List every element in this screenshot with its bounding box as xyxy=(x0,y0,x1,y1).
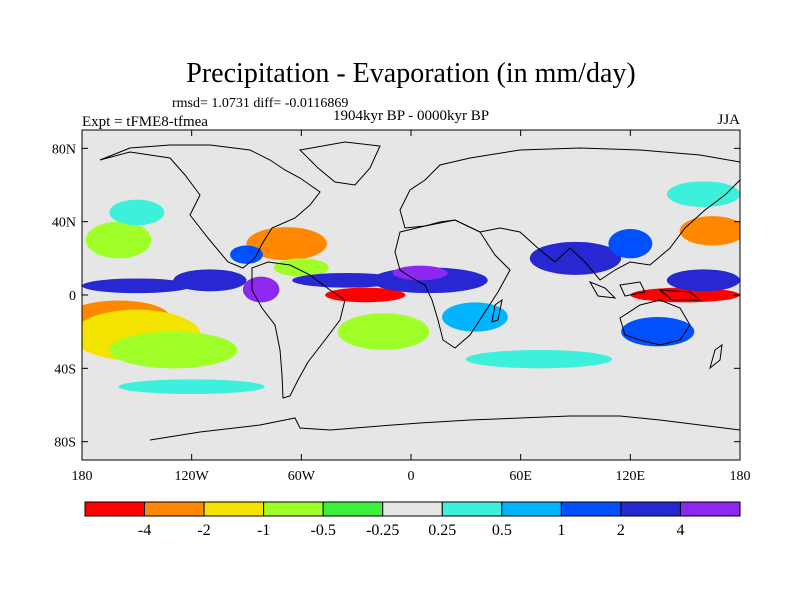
colorbar-swatch xyxy=(441,501,503,517)
anomaly-regions xyxy=(82,181,740,394)
colorbar-swatch xyxy=(203,501,265,517)
madagascar-coast xyxy=(491,298,503,323)
anomaly-region xyxy=(173,269,247,292)
anomaly-region xyxy=(325,287,406,303)
y-tick-label: 80S xyxy=(54,436,76,451)
colorbar-label: -4 xyxy=(138,522,151,539)
colorbar-swatch xyxy=(679,501,741,517)
colorbar-label: -1 xyxy=(257,522,270,539)
y-tick-label: 40N xyxy=(52,216,76,231)
colorbar-swatch xyxy=(84,501,146,517)
eurasia-coast xyxy=(399,147,740,281)
colorbar-label: 0.5 xyxy=(492,522,512,539)
x-tick-label: 180 xyxy=(730,469,751,484)
anomaly-region xyxy=(666,181,740,208)
anomaly-region xyxy=(442,302,508,332)
colorbar-label: -0.5 xyxy=(311,522,336,539)
south-america-coast xyxy=(251,261,346,399)
anomaly-region xyxy=(608,229,653,259)
colorbar-label: 1 xyxy=(557,522,565,539)
x-tick-label: 0 xyxy=(408,469,415,484)
anomaly-region xyxy=(85,221,152,259)
y-tick-label: 80N xyxy=(52,142,76,157)
anomaly-region xyxy=(465,350,613,369)
x-tick-label: 60E xyxy=(509,469,532,484)
x-tick-label: 60W xyxy=(288,469,316,484)
anomaly-region xyxy=(109,331,238,369)
anomaly-region xyxy=(273,258,329,277)
colorbar-swatch xyxy=(263,501,324,517)
maritime-continent-coast xyxy=(588,281,702,301)
antarctica-coast xyxy=(149,415,740,441)
anomaly-region xyxy=(82,278,192,294)
chart-subtitle: 1904kyr BP - 0000kyr BP xyxy=(333,108,489,124)
anomaly-region xyxy=(392,265,448,281)
anomaly-region xyxy=(118,379,265,394)
anomaly-region xyxy=(666,269,740,292)
colorbar-swatch xyxy=(322,501,384,517)
anomaly-region xyxy=(621,317,695,347)
colorbar: -4 -2 -1 -0.5 -0.25 0.25 0.5 1 2 4 xyxy=(84,501,741,539)
y-axis: 80N 40N 0 40S 80S xyxy=(52,142,740,451)
colorbar-swatch xyxy=(144,501,205,517)
anomaly-region xyxy=(679,216,740,246)
greenland-coast xyxy=(298,141,381,186)
colorbar-label: 2 xyxy=(617,522,625,539)
y-tick-label: 0 xyxy=(69,289,76,304)
colorbar-swatch xyxy=(501,501,562,517)
experiment-label: Expt = tFME8-tfmea xyxy=(82,114,208,130)
colorbar-swatch xyxy=(620,501,681,517)
north-america-coast xyxy=(99,144,321,269)
australia-coast xyxy=(619,299,691,346)
anomaly-region xyxy=(630,287,740,303)
coastlines xyxy=(99,141,740,441)
x-tick-label: 180 xyxy=(72,469,93,484)
anomaly-region xyxy=(337,313,430,350)
anomaly-region xyxy=(109,199,165,226)
colorbar-swatch xyxy=(560,501,622,517)
x-axis: 180 120W 60W 0 60E 120E 180 xyxy=(72,130,751,484)
anomaly-region xyxy=(529,241,622,275)
x-tick-label: 120E xyxy=(616,469,646,484)
stats-line: rmsd= 1.0731 diff= -0.0116869 xyxy=(172,96,348,111)
colorbar-label: 0.25 xyxy=(428,522,456,539)
anomaly-region xyxy=(230,245,263,264)
new-zealand-coast xyxy=(709,343,723,370)
y-tick-label: 40S xyxy=(54,362,76,377)
colorbar-label: 4 xyxy=(676,522,684,539)
chart-title: Precipitation - Evaporation (in mm/day) xyxy=(186,58,635,89)
colorbar-label: -0.25 xyxy=(366,522,399,539)
season-label: JJA xyxy=(717,112,740,128)
colorbar-swatch xyxy=(382,501,443,517)
colorbar-label: -2 xyxy=(197,522,210,539)
anomaly-region xyxy=(242,276,280,303)
x-tick-label: 120W xyxy=(175,469,210,484)
africa-coast xyxy=(394,219,511,349)
anomaly-region xyxy=(246,227,327,261)
